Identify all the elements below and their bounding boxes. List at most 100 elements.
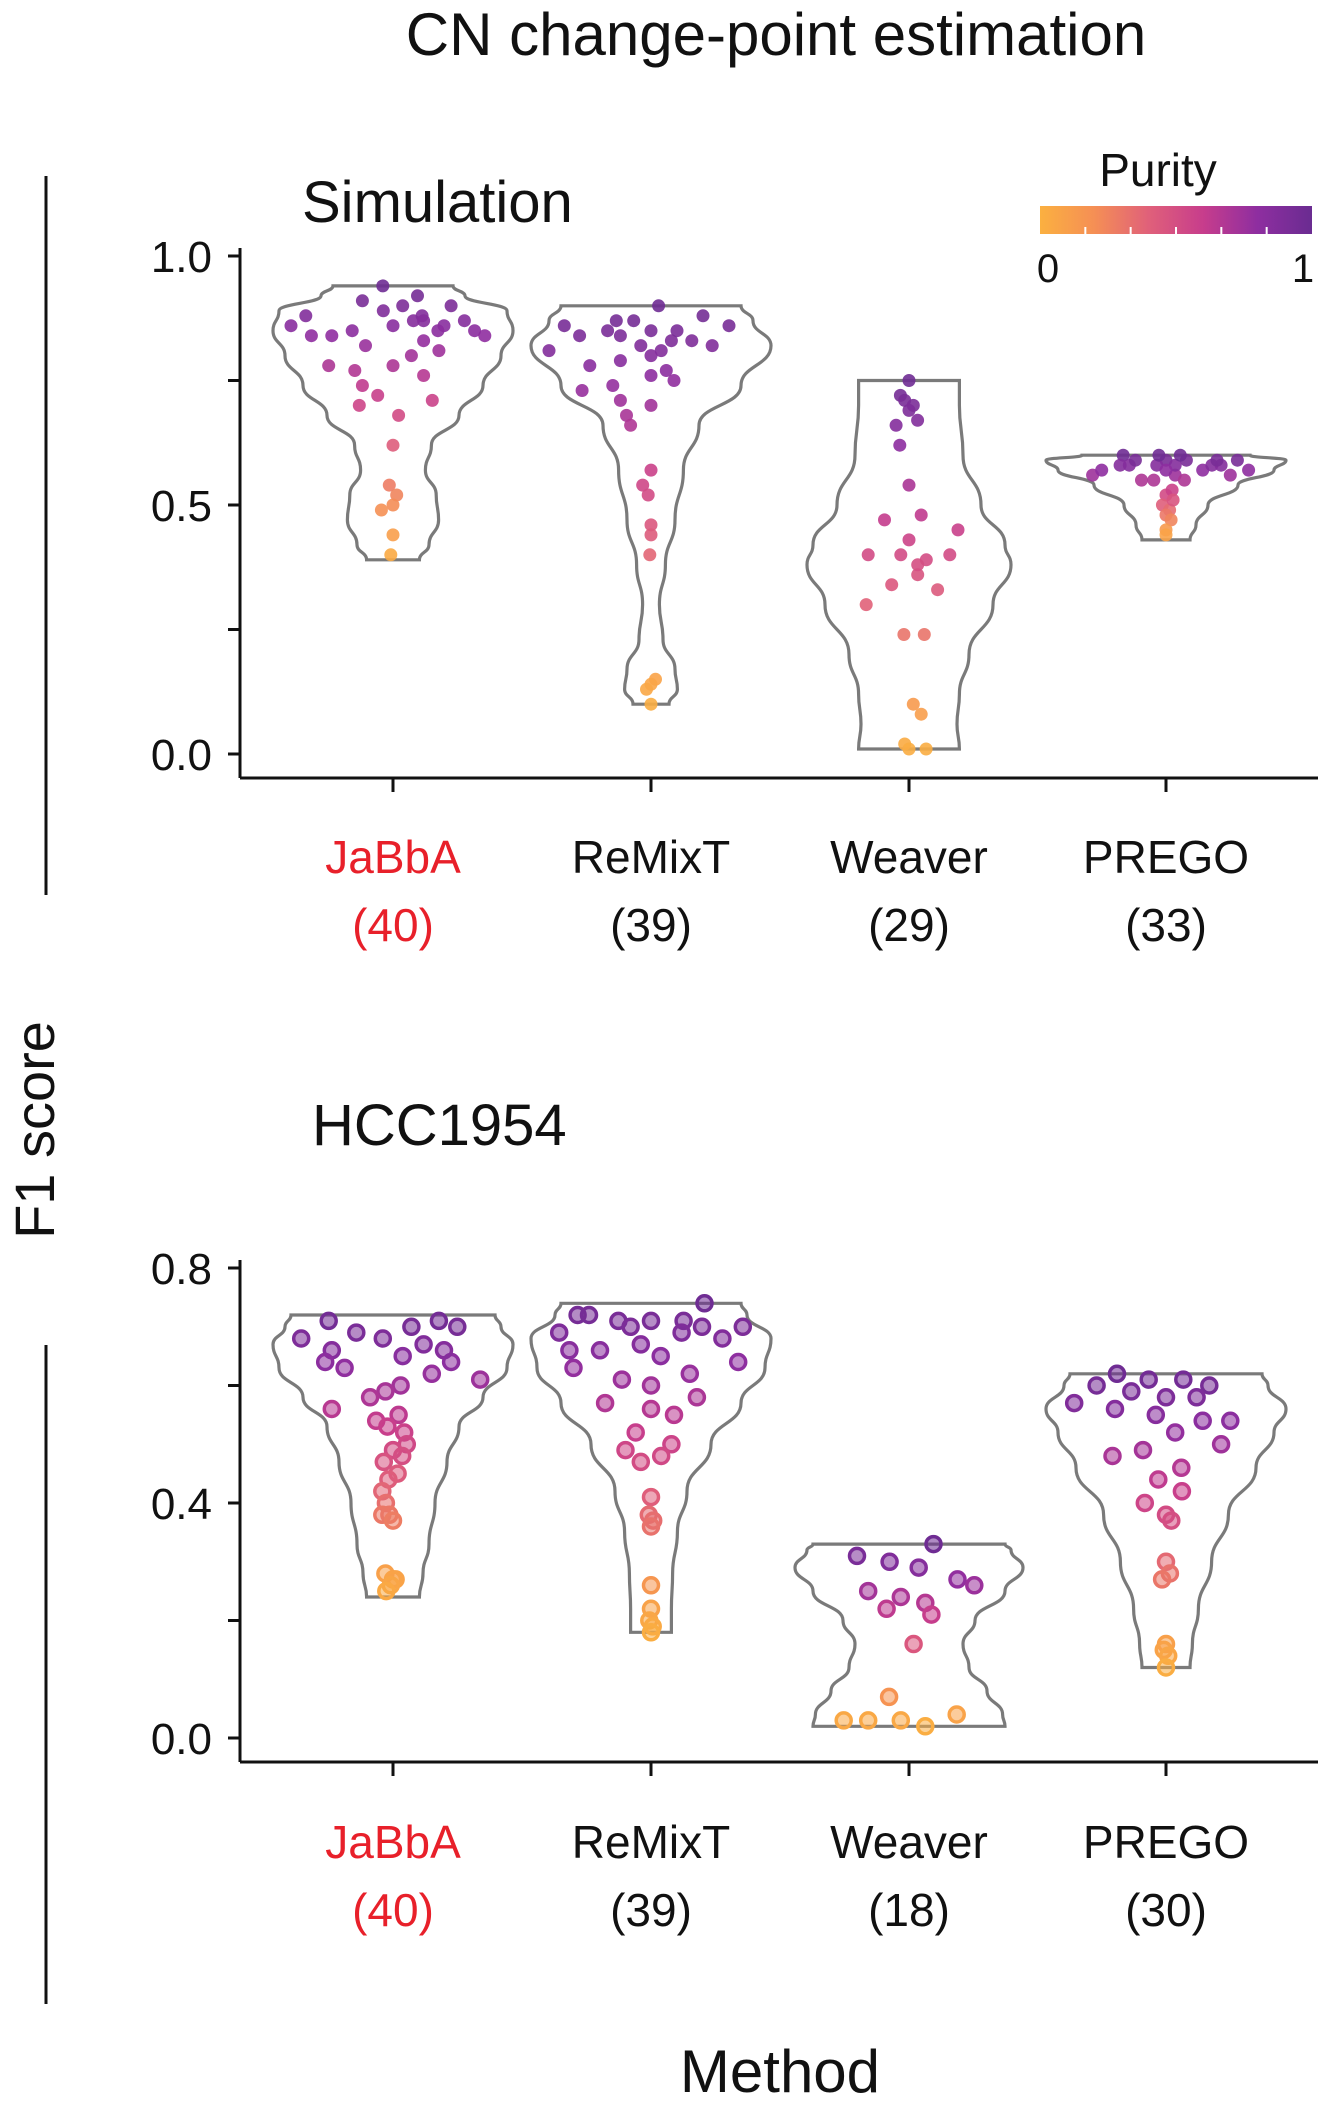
data-point (943, 548, 957, 562)
violin-prego (1044, 1364, 1288, 1677)
data-point (1156, 1388, 1176, 1407)
data-point (1095, 463, 1109, 477)
data-point (583, 359, 597, 373)
data-point (728, 1352, 748, 1372)
data-point (902, 374, 916, 387)
data-point (631, 1335, 651, 1354)
data-point (902, 403, 916, 417)
x-count-label-jabba: (40) (352, 899, 434, 951)
data-point (432, 344, 446, 358)
data-point (429, 1311, 449, 1331)
violin-outline (271, 1313, 515, 1599)
data-point (1135, 1493, 1155, 1513)
data-point (291, 1329, 311, 1348)
violin-outline (793, 1542, 1025, 1728)
y-tick-label: 1.0 (151, 233, 212, 282)
y-tick-label: 0.8 (151, 1245, 212, 1294)
data-point (626, 1423, 645, 1442)
legend-title: Purity (1099, 144, 1217, 196)
data-point (664, 1405, 684, 1425)
x-count-label-weaver: (29) (868, 899, 950, 951)
data-point (1174, 1370, 1193, 1389)
data-point (620, 408, 633, 422)
data-point (914, 707, 928, 721)
data-point (897, 628, 911, 641)
data-point (386, 528, 400, 542)
data-point (1230, 453, 1244, 467)
data-point (386, 359, 400, 373)
data-point (644, 463, 658, 477)
data-point (643, 548, 657, 562)
data-point (457, 314, 471, 328)
data-point (374, 503, 388, 517)
data-point (425, 393, 439, 407)
data-point (722, 319, 736, 333)
data-point (315, 1352, 335, 1372)
data-point (914, 508, 928, 522)
data-point (659, 364, 673, 377)
x-tick-label-jabba: JaBbA (325, 831, 461, 883)
y-tick-label: 0.0 (151, 731, 212, 780)
data-point (636, 478, 650, 492)
data-point (1166, 493, 1180, 507)
data-point (667, 374, 681, 387)
data-point (564, 1358, 583, 1378)
data-point (542, 344, 556, 358)
data-point (670, 324, 684, 338)
data-point (641, 1399, 661, 1419)
data-point (417, 334, 431, 348)
data-point (861, 548, 875, 562)
data-point (902, 478, 916, 492)
data-point (640, 682, 653, 696)
data-point (931, 583, 945, 597)
y-axis-label: F1 score (3, 1021, 66, 1239)
data-point (879, 1687, 899, 1707)
data-point (695, 1294, 714, 1313)
violin-prego (1044, 448, 1288, 542)
data-point (641, 1517, 661, 1536)
data-point (644, 528, 658, 542)
data-point (922, 1605, 941, 1624)
data-point (1135, 473, 1148, 487)
data-point (1223, 468, 1237, 482)
data-point (858, 1581, 878, 1601)
data-point (404, 349, 418, 363)
data-point (1172, 1482, 1192, 1501)
data-point (641, 488, 655, 502)
y-tick-label: 0.4 (151, 1480, 212, 1529)
data-point (402, 1317, 421, 1337)
data-point (1159, 528, 1173, 542)
x-tick-label-weaver: Weaver (830, 1816, 988, 1868)
violin-weaver (805, 374, 1013, 756)
data-point (904, 1634, 923, 1654)
violin-outline (805, 378, 1013, 751)
data-point (631, 1452, 651, 1472)
legend-max-label: 1 (1292, 247, 1314, 291)
data-point (1221, 1411, 1240, 1431)
data-point (1193, 1411, 1212, 1431)
data-point (384, 548, 398, 562)
data-point (557, 319, 571, 333)
data-point (859, 598, 873, 612)
violin-weaver (793, 1534, 1025, 1736)
data-point (644, 518, 658, 532)
data-point (595, 1393, 615, 1413)
data-point (601, 324, 615, 338)
violin-remixt (529, 299, 773, 711)
x-tick-label-prego: PREGO (1083, 1816, 1249, 1868)
data-point (616, 1440, 635, 1460)
data-point (911, 558, 925, 572)
data-point (382, 478, 396, 492)
data-point (680, 1364, 700, 1384)
data-point (1211, 1435, 1231, 1454)
data-point (641, 1376, 661, 1395)
data-point (948, 1570, 967, 1589)
data-point (319, 1311, 338, 1331)
data-point (393, 1346, 412, 1366)
data-point (644, 369, 658, 382)
data-point (651, 1346, 670, 1366)
legend-min-label: 0 (1037, 247, 1059, 291)
data-point (376, 1382, 395, 1401)
data-point (396, 299, 410, 313)
